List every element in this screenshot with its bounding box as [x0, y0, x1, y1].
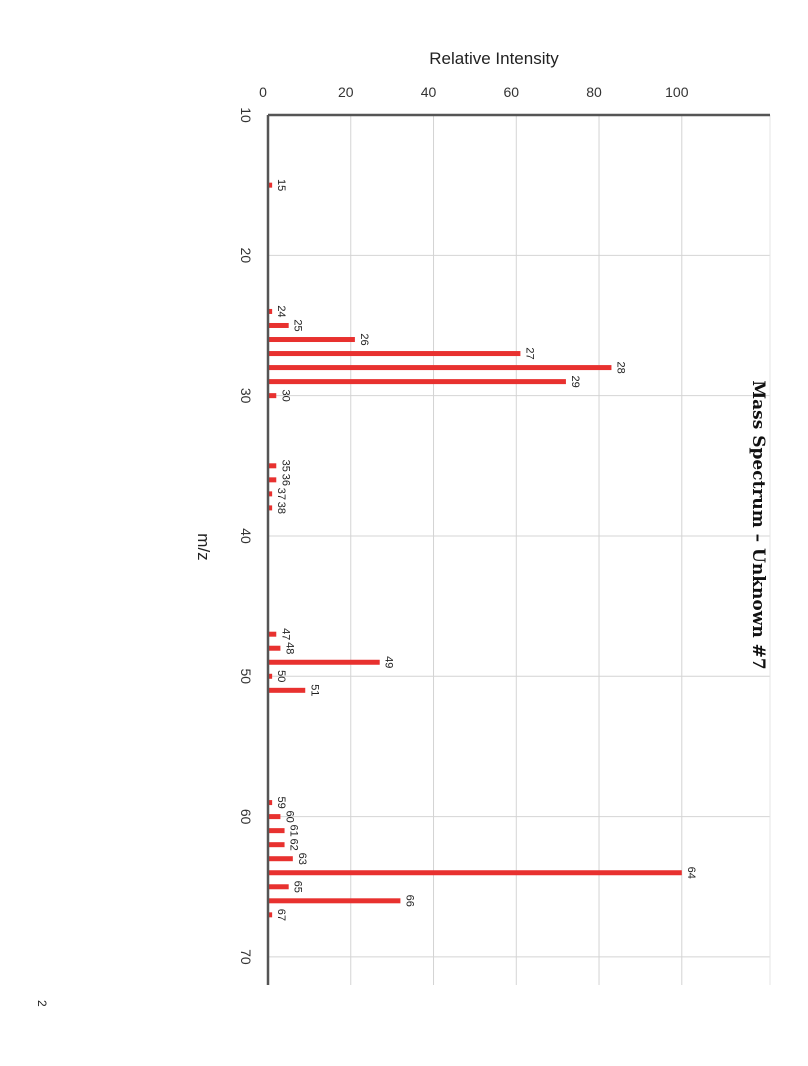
peak-label: 60 — [283, 810, 295, 822]
x-tick-label: 10 — [238, 107, 254, 123]
peak-label: 63 — [296, 853, 308, 865]
peak-labels-group: 15 24 25 26 27 28 29 30 35 36 37 38 47 48 49 50 51 59 60 61… — [275, 179, 697, 921]
x-tick-label: 20 — [238, 248, 254, 264]
peak-label: 25 — [292, 319, 304, 331]
peak-label: 28 — [614, 361, 626, 373]
peak-bar — [268, 393, 277, 399]
peak-label: 27 — [523, 347, 535, 359]
peak-bar — [268, 631, 277, 637]
peak-label: 36 — [279, 474, 291, 486]
peak-label: 38 — [275, 502, 287, 514]
peak-label: 48 — [283, 642, 295, 654]
peak-bar — [268, 659, 380, 665]
y-tick-label: 80 — [586, 84, 602, 100]
peak-label: 61 — [288, 825, 300, 837]
y-axis-title: Relative Intensity — [429, 49, 559, 68]
chart-title: Mass Spectrum – Unknown #7 — [748, 380, 768, 669]
peak-bar — [268, 814, 281, 820]
peak-label: 30 — [279, 390, 291, 402]
peak-label: 15 — [275, 179, 287, 191]
peak-bar — [268, 351, 521, 357]
x-tick-label: 50 — [238, 669, 254, 685]
peak-bar — [268, 687, 306, 693]
tick-labels-group: 10 20 30 40 50 60 70 0 20 40 60 80 100 — [238, 84, 689, 965]
peak-label: 66 — [403, 895, 415, 907]
x-tick-label: 40 — [238, 528, 254, 544]
x-tick-label: 30 — [238, 388, 254, 404]
peak-label: 37 — [275, 488, 287, 500]
peak-bar — [268, 477, 277, 483]
peak-label: 29 — [569, 375, 581, 387]
peak-label: 51 — [308, 684, 320, 696]
peak-bar — [267, 828, 285, 834]
peak-bar — [268, 379, 566, 385]
peak-bar — [267, 842, 285, 848]
y-tick-label: 100 — [665, 84, 689, 100]
peak-label: 50 — [275, 670, 287, 682]
peak-label: 62 — [288, 839, 300, 851]
peak-bar — [267, 856, 293, 862]
peak-label: 64 — [685, 867, 697, 879]
peak-bar — [268, 645, 281, 651]
x-axis-title: m/z — [194, 533, 213, 560]
peak-label: 59 — [275, 796, 287, 808]
peak-label: 26 — [358, 333, 370, 345]
axes-group — [266, 113, 770, 985]
y-tick-label: 20 — [338, 84, 354, 100]
peak-label: 67 — [275, 909, 287, 921]
y-tick-label: 40 — [421, 84, 437, 100]
peak-bar — [267, 322, 289, 328]
page-number: 2 — [35, 1000, 49, 1007]
peak-bar — [268, 365, 612, 371]
peak-label: 47 — [279, 628, 291, 640]
peak-bar — [268, 898, 401, 904]
peak-bar — [267, 884, 289, 890]
y-tick-label: 0 — [259, 84, 267, 100]
peak-label: 65 — [292, 881, 304, 893]
y-tick-label: 60 — [503, 84, 519, 100]
peak-bar — [268, 870, 682, 876]
x-tick-label: 70 — [238, 949, 254, 965]
peak-bar — [267, 337, 355, 343]
peak-label: 35 — [279, 460, 291, 472]
peak-label: 49 — [383, 656, 395, 668]
grid-lines — [268, 114, 771, 985]
x-tick-label: 60 — [238, 809, 254, 825]
peak-bar — [268, 463, 277, 469]
peak-label: 24 — [275, 305, 287, 317]
bars-group — [267, 182, 682, 918]
